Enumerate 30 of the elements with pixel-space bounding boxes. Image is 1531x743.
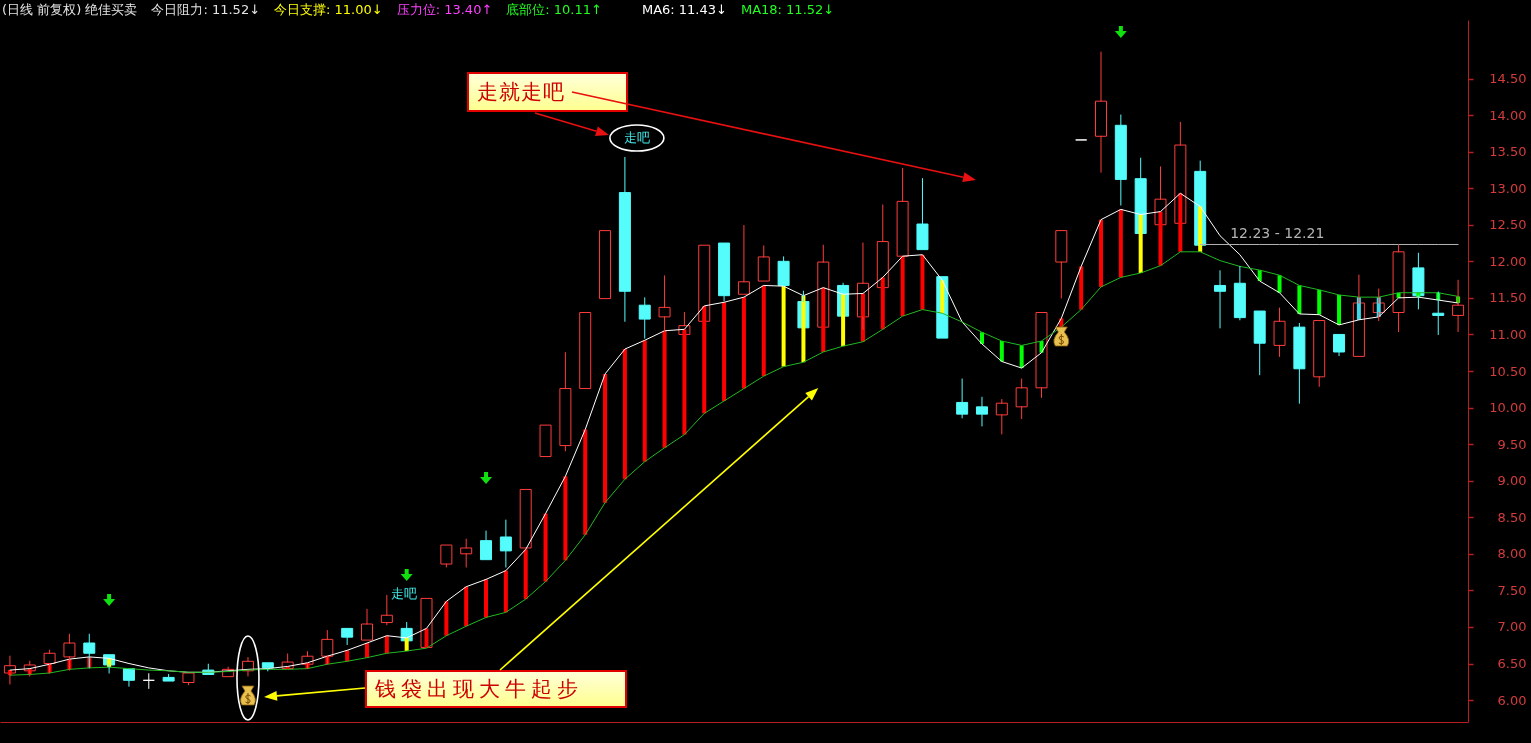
text: 今日支撑: 11.00↓	[274, 1, 383, 19]
annotation: 走就走吧	[477, 79, 565, 105]
y-tick-label: 12.50	[1489, 217, 1527, 233]
text: MA18: 11.52↓	[740, 1, 835, 19]
series-label: 12.23 - 12.21	[1230, 225, 1325, 242]
y-tick-label: 12.00	[1489, 253, 1527, 269]
y-tick-label: 14.50	[1489, 71, 1527, 86]
text: 今日阻力: 11.52↓	[151, 1, 261, 19]
y-tick-label: 9.00	[1497, 473, 1527, 489]
y-tick-label: 7.00	[1497, 619, 1527, 635]
y-tick-label: 9.50	[1497, 436, 1527, 452]
y-tick-label: 10.50	[1489, 363, 1527, 379]
y-tick-label: 14.00	[1489, 107, 1527, 123]
text: 压力位: 13.40↑	[396, 1, 493, 19]
annotation: 走吧	[390, 586, 417, 602]
y-tick-label: 6.50	[1497, 656, 1527, 671]
y-tick-label: 10.00	[1489, 400, 1527, 416]
text: 底部位: 10.11↑	[506, 1, 602, 19]
annotation: 走吧	[623, 130, 650, 146]
y-tick-label: 11.50	[1489, 290, 1527, 306]
annotation: 钱袋出现大牛起步	[375, 676, 583, 702]
chart-title: (日线 前复权) 绝佳买卖	[2, 1, 138, 19]
y-tick-label: 11.00	[1489, 326, 1527, 342]
y-tick-label: 13.50	[1489, 144, 1527, 160]
y-tick-label: 13.00	[1489, 180, 1527, 196]
y-tick-label: 6.00	[1497, 692, 1527, 708]
y-tick-label: 8.00	[1497, 546, 1527, 562]
text: MA6: 11.43↓	[641, 1, 727, 19]
y-tick-label: 7.50	[1497, 582, 1527, 598]
y-tick-label: 8.50	[1497, 509, 1527, 525]
